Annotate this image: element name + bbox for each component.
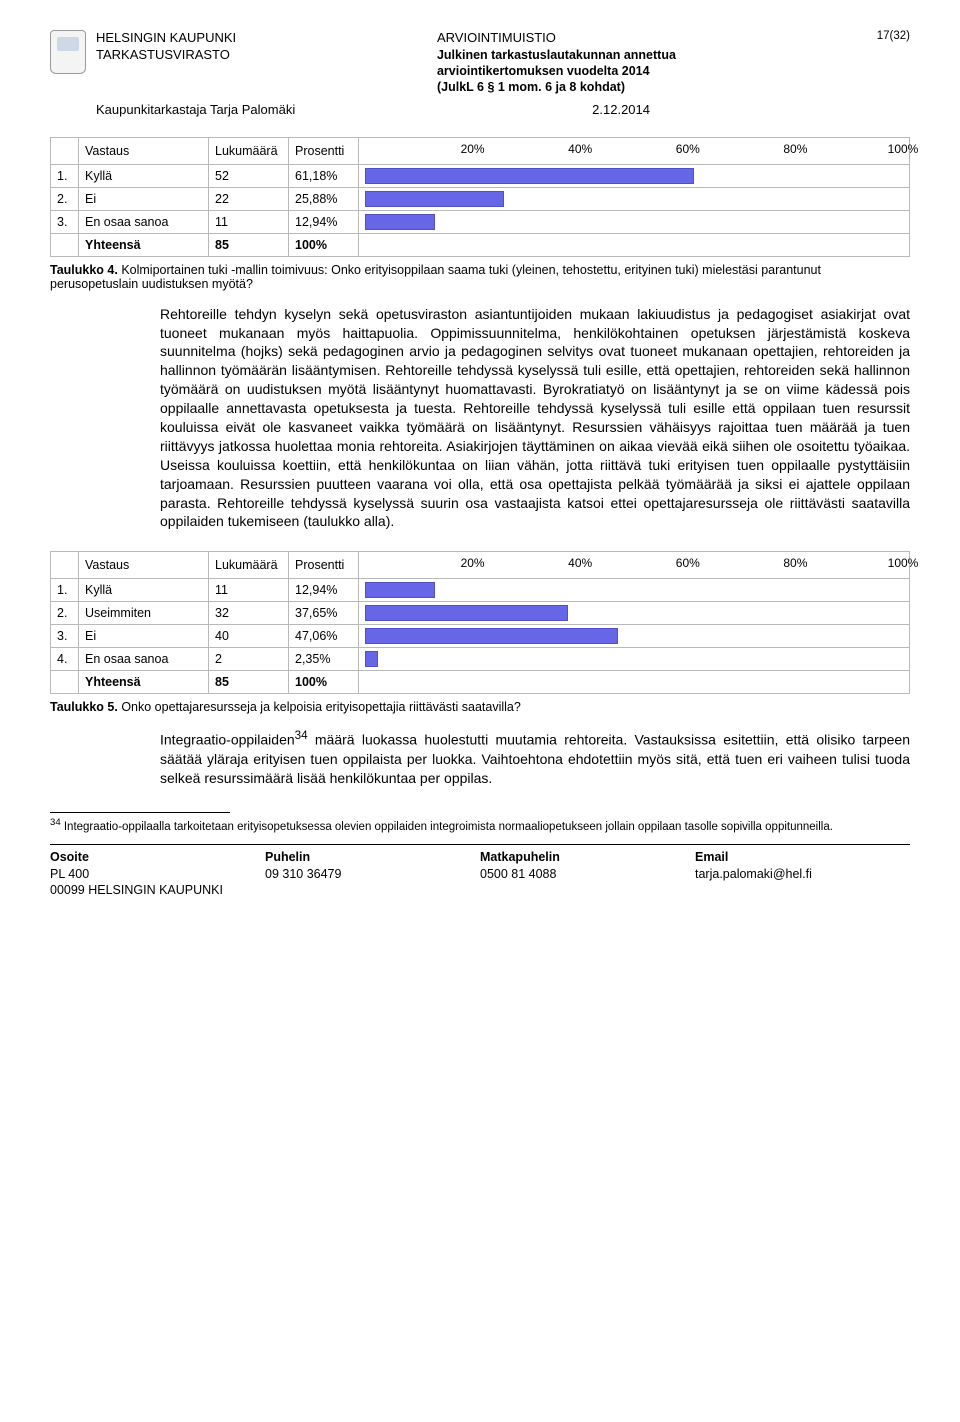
table-total-row: Yhteensä 85 100%	[51, 233, 910, 256]
subheader: Kaupunkitarkastaja Tarja Palomäki 2.12.2…	[50, 102, 910, 117]
header-center: ARVIOINTIMUISTIO Julkinen tarkastuslauta…	[437, 30, 676, 96]
footnote-34: 34 Integraatio-oppilaalla tarkoitetaan e…	[50, 817, 910, 835]
header-org: HELSINGIN KAUPUNKI	[96, 30, 236, 47]
table-row: 1.Kyllä5261,18%	[51, 164, 910, 187]
row-index: 1.	[51, 579, 79, 602]
page-footer: Osoite PL 400 00099 HELSINGIN KAUPUNKI P…	[50, 849, 910, 898]
row-count: 11	[209, 579, 289, 602]
footnote-separator	[50, 812, 230, 813]
row-count: 40	[209, 625, 289, 648]
bar-fill	[365, 168, 694, 184]
bar-fill	[365, 191, 504, 207]
row-label: Ei	[79, 187, 209, 210]
row-percent: 25,88%	[289, 187, 359, 210]
doc-sub2: arviointikertomuksen vuodelta 2014	[437, 63, 676, 79]
scale-header: 20% 40% 60% 80% 100%	[365, 142, 903, 160]
row-bar-cell	[359, 164, 910, 187]
row-bar-cell	[359, 648, 910, 671]
row-index: 3.	[51, 625, 79, 648]
city-logo	[50, 30, 86, 74]
row-label: Ei	[79, 625, 209, 648]
footnote-ref: 34	[295, 729, 308, 742]
table-2-caption: Taulukko 5. Onko opettajaresursseja ja k…	[50, 700, 910, 714]
row-percent: 47,06%	[289, 625, 359, 648]
table-row: 4.En osaa sanoa22,35%	[51, 648, 910, 671]
bar-fill	[365, 651, 378, 667]
doc-title: ARVIOINTIMUISTIO	[437, 30, 676, 47]
row-label: Kyllä	[79, 164, 209, 187]
row-index: 2.	[51, 602, 79, 625]
footer-email: Email tarja.palomaki@hel.fi	[695, 849, 910, 898]
table-header-row: Vastaus Lukumäärä Prosentti 20% 40% 60% …	[51, 137, 910, 164]
footer-phone: Puhelin 09 310 36479	[265, 849, 480, 898]
paragraph-1: Rehtoreille tehdyn kyselyn sekä opetusvi…	[160, 305, 910, 532]
page-header: HELSINGIN KAUPUNKI TARKASTUSVIRASTO ARVI…	[50, 30, 910, 96]
col-count: Lukumäärä	[209, 552, 289, 579]
bar-fill	[365, 628, 618, 644]
header-unit: TARKASTUSVIRASTO	[96, 47, 236, 64]
col-response: Vastaus	[79, 552, 209, 579]
row-count: 22	[209, 187, 289, 210]
row-index: 1.	[51, 164, 79, 187]
footer-separator	[50, 844, 910, 845]
table-row: 1.Kyllä1112,94%	[51, 579, 910, 602]
row-percent: 12,94%	[289, 579, 359, 602]
paragraph-2: Integraatio-oppilaiden34 määrä luokassa …	[160, 728, 910, 787]
row-bar-cell	[359, 625, 910, 648]
table-row: 3.Ei4047,06%	[51, 625, 910, 648]
table-row: 3.En osaa sanoa1112,94%	[51, 210, 910, 233]
row-count: 2	[209, 648, 289, 671]
table-2: Vastaus Lukumäärä Prosentti 20% 40% 60% …	[50, 551, 910, 694]
row-index: 2.	[51, 187, 79, 210]
row-label: En osaa sanoa	[79, 648, 209, 671]
row-count: 11	[209, 210, 289, 233]
bar-fill	[365, 214, 435, 230]
row-label: Useimmiten	[79, 602, 209, 625]
row-count: 52	[209, 164, 289, 187]
table-row: 2.Useimmiten3237,65%	[51, 602, 910, 625]
table-total-row: Yhteensä 85 100%	[51, 671, 910, 694]
col-percent: Prosentti	[289, 137, 359, 164]
author-line: Kaupunkitarkastaja Tarja Palomäki	[96, 102, 295, 117]
row-bar-cell	[359, 187, 910, 210]
row-percent: 61,18%	[289, 164, 359, 187]
col-response: Vastaus	[79, 137, 209, 164]
row-index: 4.	[51, 648, 79, 671]
col-count: Lukumäärä	[209, 137, 289, 164]
table-1-caption: Taulukko 4. Kolmiportainen tuki -mallin …	[50, 263, 910, 291]
bar-fill	[365, 605, 568, 621]
scale-header: 20% 40% 60% 80% 100%	[365, 556, 903, 574]
footer-address: Osoite PL 400 00099 HELSINGIN KAUPUNKI	[50, 849, 265, 898]
row-percent: 12,94%	[289, 210, 359, 233]
row-count: 32	[209, 602, 289, 625]
table-header-row: Vastaus Lukumäärä Prosentti 20% 40% 60% …	[51, 552, 910, 579]
row-percent: 37,65%	[289, 602, 359, 625]
footer-mobile: Matkapuhelin 0500 81 4088	[480, 849, 695, 898]
row-bar-cell	[359, 602, 910, 625]
row-bar-cell	[359, 210, 910, 233]
doc-sub3: (JulkL 6 § 1 mom. 6 ja 8 kohdat)	[437, 79, 676, 95]
bar-fill	[365, 582, 435, 598]
row-label: Kyllä	[79, 579, 209, 602]
row-percent: 2,35%	[289, 648, 359, 671]
page-number: 17(32)	[877, 30, 910, 42]
doc-sub1: Julkinen tarkastuslautakunnan annettua	[437, 47, 676, 63]
row-bar-cell	[359, 579, 910, 602]
row-label: En osaa sanoa	[79, 210, 209, 233]
row-index: 3.	[51, 210, 79, 233]
doc-date: 2.12.2014	[592, 102, 650, 117]
table-1: Vastaus Lukumäärä Prosentti 20% 40% 60% …	[50, 137, 910, 257]
table-row: 2.Ei2225,88%	[51, 187, 910, 210]
header-left: HELSINGIN KAUPUNKI TARKASTUSVIRASTO	[50, 30, 236, 74]
col-percent: Prosentti	[289, 552, 359, 579]
